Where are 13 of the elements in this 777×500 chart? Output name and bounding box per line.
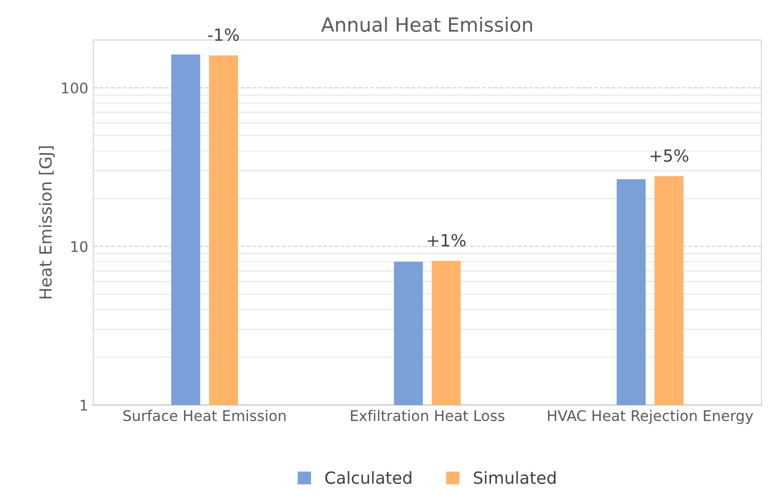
legend-label: Calculated — [325, 471, 412, 484]
x-tick-label: Exfiltration Heat Loss — [351, 410, 504, 422]
y-axis-title: Heat Emission [GJ] — [38, 146, 55, 298]
chart-title: Annual Heat Emission — [321, 16, 532, 32]
y-tick-label: 1 — [80, 400, 88, 411]
annotation: +5% — [650, 149, 688, 162]
annotation: +1% — [428, 234, 466, 247]
legend-label: Simulated — [474, 471, 556, 484]
x-tick-label: Surface Heat Emission — [123, 410, 286, 422]
x-tick-label: HVAC Heat Rejection Energy — [548, 410, 754, 424]
y-tick-label: 10 — [71, 241, 88, 252]
annotation: -1% — [208, 28, 239, 42]
y-tick-label: 100 — [62, 82, 88, 94]
